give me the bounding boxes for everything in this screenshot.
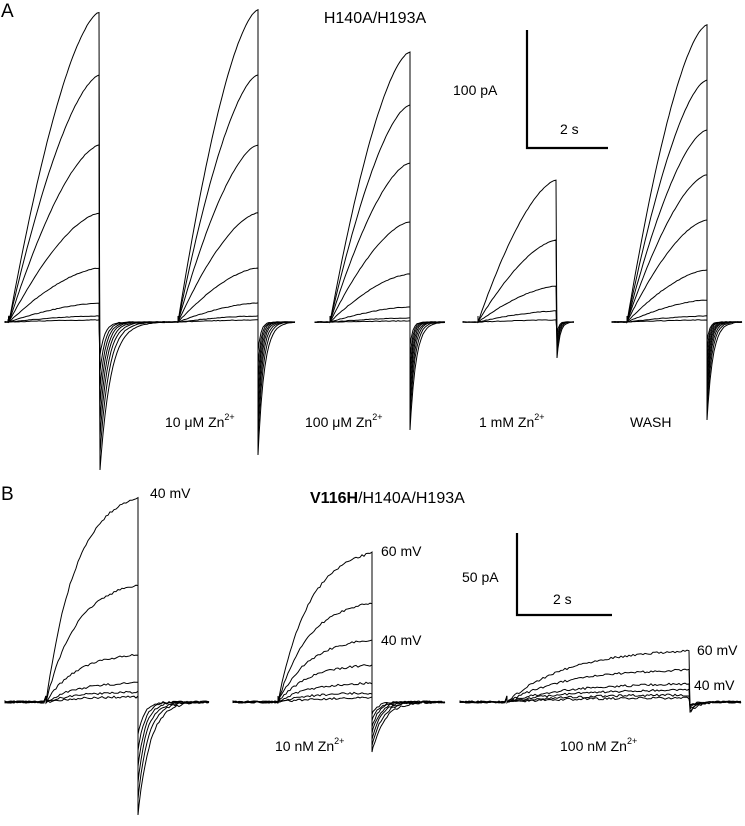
current-trace [232,696,446,715]
label-text: 100 nM Zn [560,738,627,754]
current-trace [462,310,574,341]
scale-label: 50 pA [462,569,499,585]
current-trace [162,316,296,352]
current-trace [4,74,166,454]
condition-label: 10 nM Zn2+ [275,736,344,754]
current-trace [611,316,743,342]
current-trace [459,682,742,711]
scale-bar-b [515,533,612,617]
panel-title: V116H/H140A/H193A [310,490,465,507]
current-trace [314,162,446,407]
current-trace [4,690,210,751]
current-trace [459,649,742,713]
current-trace [232,639,446,740]
current-trace [462,316,575,335]
current-trace [4,694,210,735]
condition-label: 100 nM Zn2+ [560,736,637,754]
current-trace [162,302,296,382]
label-sup: 2+ [224,412,234,422]
current-trace [4,144,166,438]
current-trace [611,174,743,391]
current-trace [232,691,446,721]
label-text: 10 μM Zn [165,414,224,430]
current-trace [611,219,743,381]
current-trace [4,212,165,421]
scale-label: 100 pA [453,82,498,98]
voltage-label: 60 mV [381,543,422,559]
current-trace [314,306,446,371]
condition-label: WASH [630,414,671,430]
current-trace [611,129,743,401]
panel-letter: B [1,484,14,505]
label-text: 10 nM Zn [275,738,334,754]
label-sup: 2+ [372,412,382,422]
current-trace [459,695,742,706]
current-trace [611,79,743,411]
label-text: 100 μM Zn [305,414,372,430]
label-text: 1 mM Zn [479,414,534,430]
voltage-label: 40 mV [150,485,191,501]
traces [4,8,743,816]
title-bold: V116H [310,490,358,507]
current-trace [4,681,210,767]
current-trace [162,8,296,456]
current-trace [232,602,445,746]
condition-label: 100 μM Zn2+ [305,412,382,430]
label-sup: 2+ [627,736,637,746]
current-trace [162,267,296,396]
current-trace [4,584,210,799]
label-sup: 2+ [534,412,544,422]
current-trace [611,315,743,352]
panel-letter: A [1,1,14,22]
current-trace [232,551,446,753]
current-trace [314,316,446,347]
current-trace [4,496,210,816]
scale-label: 2 s [560,121,579,137]
current-trace [4,653,210,783]
current-trace [162,144,296,426]
current-trace [314,51,446,431]
condition-label: 1 mM Zn2+ [479,412,545,430]
current-trace [611,24,743,421]
current-trace [314,273,446,383]
voltage-label: 40 mV [381,632,422,648]
scale-label: 2 s [553,591,572,607]
current-trace [314,221,446,395]
scale-bar-a [525,30,608,150]
label-sup: 2+ [334,736,344,746]
current-trace [162,74,296,441]
current-trace [314,104,445,419]
current-trace [4,11,165,471]
current-trace [4,315,166,355]
voltage-label: 60 mV [697,642,738,658]
title-rest: /H140A/H193A [358,490,465,507]
voltage-label: 40 mV [694,677,735,693]
current-trace [4,267,166,405]
condition-label: 10 μM Zn2+ [165,412,235,430]
panel-title: H140A/H193A [324,10,427,27]
current-trace [162,212,296,411]
current-trace [4,302,166,388]
